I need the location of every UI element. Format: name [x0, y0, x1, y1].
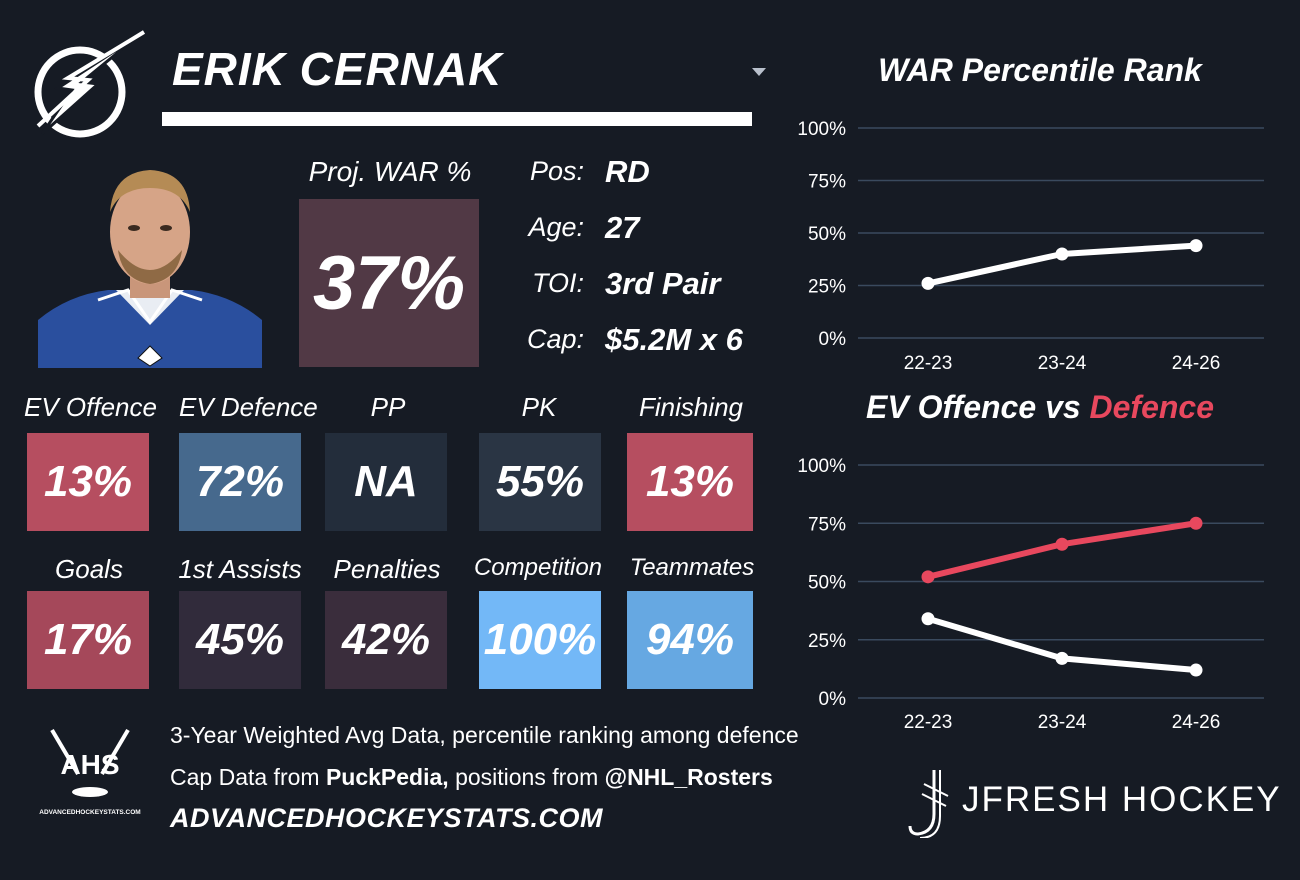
ev-defence-label: EV Defence — [179, 392, 318, 422]
war-data-point — [1055, 247, 1069, 261]
teammates-tile: 94% — [627, 591, 753, 689]
war-chart-title: WAR Percentile Rank — [878, 52, 1202, 88]
toi-value: 3rd Pair — [605, 266, 721, 301]
jfresh-hockey-brand: JFRESH HOCKEY — [962, 780, 1282, 819]
teammates-label: Teammates — [629, 554, 755, 581]
ev-ytick-label: 50% — [808, 573, 846, 594]
nhl-rosters-handle[interactable]: @NHL_Rosters — [604, 764, 773, 790]
goals-tile: 17% — [27, 591, 149, 689]
ev-data-point — [1189, 663, 1203, 677]
pp-tile: NA — [325, 433, 447, 531]
ev-data-point — [1055, 651, 1069, 665]
ev-chart-title-offence: EV Offence vs — [865, 389, 1090, 425]
war-data-point — [1189, 239, 1203, 253]
ev-xtick-label: 22-23 — [904, 712, 953, 733]
proj-war-value: 37% — [299, 199, 479, 367]
penalties-tile: 42% — [325, 591, 447, 689]
ev-chart-title-defence: Defence — [1089, 389, 1215, 425]
ev-ytick-label: 25% — [808, 631, 846, 652]
ahs-logo-subtext: ADVANCEDHOCKEYSTATS.COM — [39, 809, 140, 816]
war-xtick-label: 24-26 — [1172, 353, 1221, 374]
cap-value: $5.2M x 6 — [605, 322, 743, 357]
cap-label: Cap: — [526, 324, 584, 354]
caret-down-icon[interactable] — [750, 66, 768, 78]
footer-sources: Cap Data from PuckPedia, positions from … — [170, 764, 773, 791]
footer-sources-pre: Cap Data from — [170, 764, 326, 790]
ev-defence-tile: 72% — [179, 433, 301, 531]
competition-tile: 100% — [479, 591, 601, 689]
proj-war-label: Proj. WAR % — [308, 156, 472, 187]
ev-offence-defence-chart: 0% 25% 50% 75% 100% 22-23 23-24 24-26 — [797, 456, 1264, 733]
competition-label: Competition — [473, 554, 603, 581]
player-headshot — [38, 150, 262, 368]
war-ytick-label: 25% — [808, 277, 846, 298]
pos-value: RD — [605, 154, 650, 189]
ev-ytick-label: 100% — [797, 456, 846, 477]
war-ytick-label: 0% — [819, 329, 847, 350]
player-name: ERIK CERNAK — [172, 43, 503, 95]
penalties-label: Penalties — [333, 554, 441, 584]
ahs-logo-text: AHS — [60, 749, 119, 780]
ev-data-point — [1055, 537, 1069, 551]
pk-label: PK — [521, 392, 557, 422]
age-value: 27 — [605, 210, 640, 245]
war-xtick-label: 23-24 — [1038, 353, 1087, 374]
ev-offence-label: EV Offence — [24, 392, 157, 422]
lightning-bolt-logo-icon — [34, 30, 146, 138]
first-assists-label: 1st Assists — [178, 554, 302, 584]
footer-methodology: 3-Year Weighted Avg Data, percentile ran… — [170, 722, 799, 748]
puckpedia-link[interactable]: PuckPedia, — [325, 764, 449, 790]
name-underline — [162, 112, 752, 126]
ev-chart-title: EV Offence vs Defence — [830, 389, 1250, 426]
age-label: Age: — [528, 212, 584, 242]
hockey-stick-j-logo-icon — [908, 770, 949, 838]
ev-data-point — [1189, 516, 1203, 530]
ev-ytick-label: 0% — [819, 689, 847, 710]
ev-ytick-label: 75% — [808, 514, 846, 535]
ev-xtick-label: 23-24 — [1038, 712, 1087, 733]
ev-data-point — [921, 570, 935, 584]
finishing-label: Finishing — [638, 392, 744, 422]
footer-site-link[interactable]: ADVANCEDHOCKEYSTATS.COM — [170, 803, 604, 833]
first-assists-tile: 45% — [179, 591, 301, 689]
war-xtick-label: 22-23 — [904, 353, 953, 374]
war-data-point — [921, 276, 935, 290]
ev-data-point — [921, 612, 935, 626]
war-ytick-label: 50% — [808, 224, 846, 245]
war-percentile-chart: 0% 25% 50% 75% 100% 22-23 23-24 24-26 — [797, 119, 1264, 374]
ev-xtick-label: 24-26 — [1172, 712, 1221, 733]
pos-label: Pos: — [529, 156, 584, 186]
ahs-logo-icon: AHS ADVANCEDHOCKEYSTATS.COM — [39, 728, 141, 816]
pp-label: PP — [370, 392, 406, 422]
pk-tile: 55% — [479, 433, 601, 531]
war-ytick-label: 100% — [797, 119, 846, 140]
footer-sources-mid: positions from — [448, 764, 605, 790]
goals-label: Goals — [55, 554, 123, 584]
toi-label: TOI: — [531, 268, 584, 298]
ev-offence-tile: 13% — [27, 433, 149, 531]
finishing-tile: 13% — [627, 433, 753, 531]
war-ytick-label: 75% — [808, 172, 846, 193]
